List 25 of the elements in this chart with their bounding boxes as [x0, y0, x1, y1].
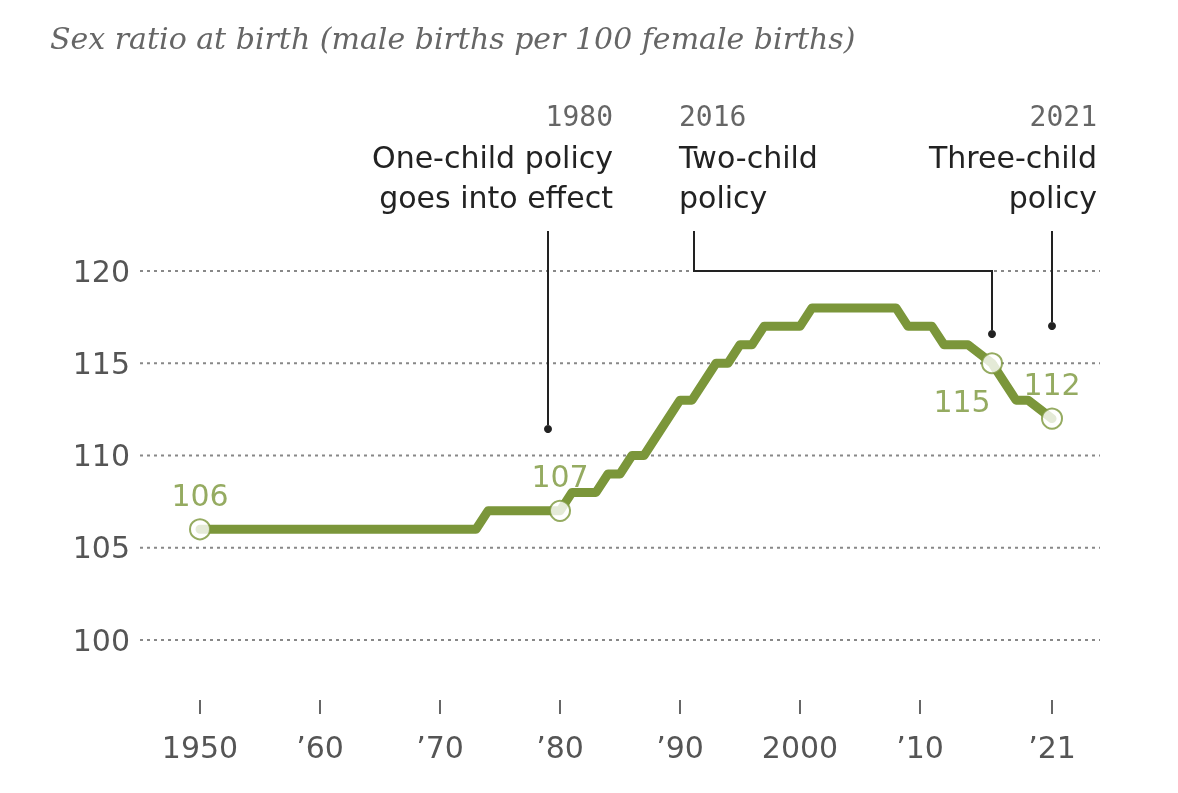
- x-tick-label: 1950: [161, 729, 239, 765]
- x-tick-label: ’21: [1028, 729, 1076, 765]
- text: 1980 One-child policy goes into effect: [372, 99, 614, 215]
- y-tick-label: 105: [72, 530, 130, 566]
- x-tick-label: ’60: [296, 729, 344, 765]
- x-tick-label: 2000: [761, 729, 839, 765]
- y-tick-label: 115: [72, 345, 130, 381]
- data-label: 107: [531, 459, 589, 495]
- y-tick-label: 120: [72, 253, 130, 289]
- x-tick-label: ’90: [656, 729, 704, 765]
- x-tick-label: ’70: [416, 729, 464, 765]
- data-label: 106: [171, 477, 229, 513]
- data-label: 112: [1023, 367, 1081, 403]
- text: 2021 Three-child policy: [928, 99, 1097, 215]
- y-tick-label: 100: [72, 622, 130, 658]
- x-tick-label: ’80: [536, 729, 584, 765]
- point: [189, 518, 211, 541]
- data-label: 115: [933, 383, 991, 419]
- y-tick-label: 110: [72, 438, 130, 473]
- chart-title: Sex ratio at birth (male births per 100 female births): [50, 20, 856, 56]
- point: [549, 499, 571, 522]
- point: [981, 352, 1003, 375]
- point: [1041, 407, 1063, 430]
- x-tick-label: ’10: [896, 729, 944, 765]
- text: 2016 Two-child policy: [678, 99, 818, 215]
